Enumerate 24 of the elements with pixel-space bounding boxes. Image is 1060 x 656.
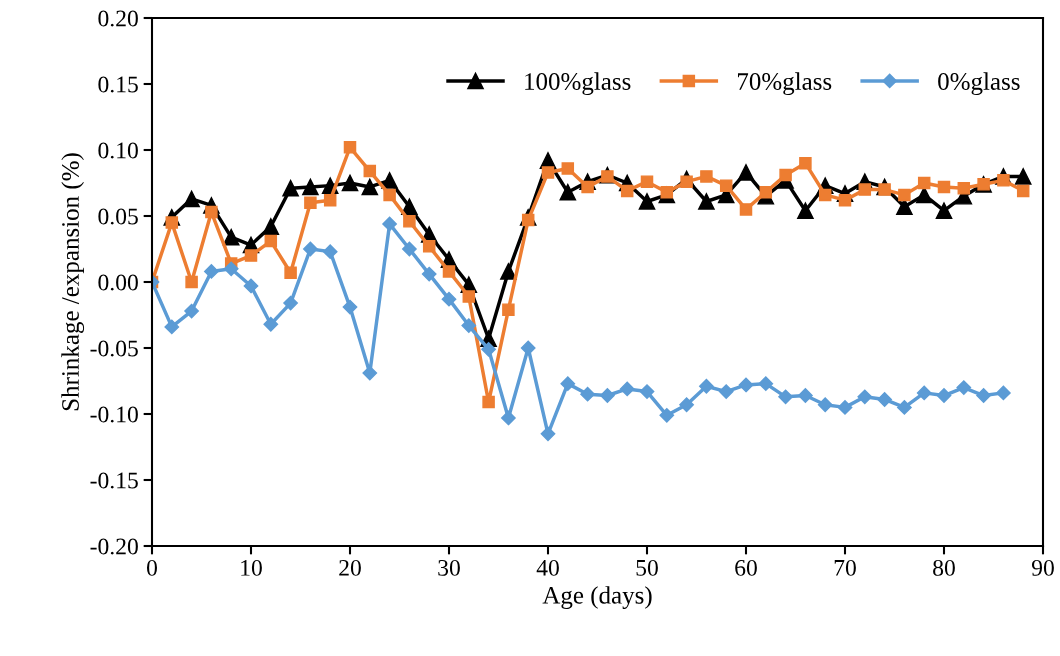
x-tick-label: 80 [933, 559, 955, 576]
y-tick-label: 0.15 [98, 76, 138, 93]
legend-label: 70%glass [737, 72, 832, 96]
y-tick-label: 0.05 [98, 208, 138, 225]
x-tick-label: 40 [536, 559, 559, 576]
y-tick-label: 0.10 [98, 142, 138, 159]
x-tick-label: 0 [147, 559, 157, 576]
y-axis-title: Shrinkage /expansion (%) [61, 153, 85, 411]
y-tick-label: -0.15 [90, 472, 138, 489]
x-tick-label: 70 [834, 559, 856, 576]
y-tick-label: -0.05 [90, 340, 138, 357]
legend-label: 100%glass [525, 72, 631, 96]
x-tick-label: 20 [339, 559, 361, 576]
y-tick-label: -0.10 [90, 406, 138, 423]
x-tick-label: 50 [636, 559, 658, 576]
y-tick-label: 0.20 [98, 10, 138, 27]
legend-label: 0%glass [938, 72, 1020, 96]
x-tick-label: 60 [735, 559, 757, 576]
x-tick-label: 30 [438, 559, 460, 576]
x-tick-label: 10 [241, 559, 262, 576]
y-tick-label: 0.00 [98, 274, 138, 291]
x-axis-title: Age (days) [542, 586, 652, 609]
y-tick-label: -0.20 [90, 538, 138, 555]
x-tick-label: 90 [1031, 559, 1054, 576]
